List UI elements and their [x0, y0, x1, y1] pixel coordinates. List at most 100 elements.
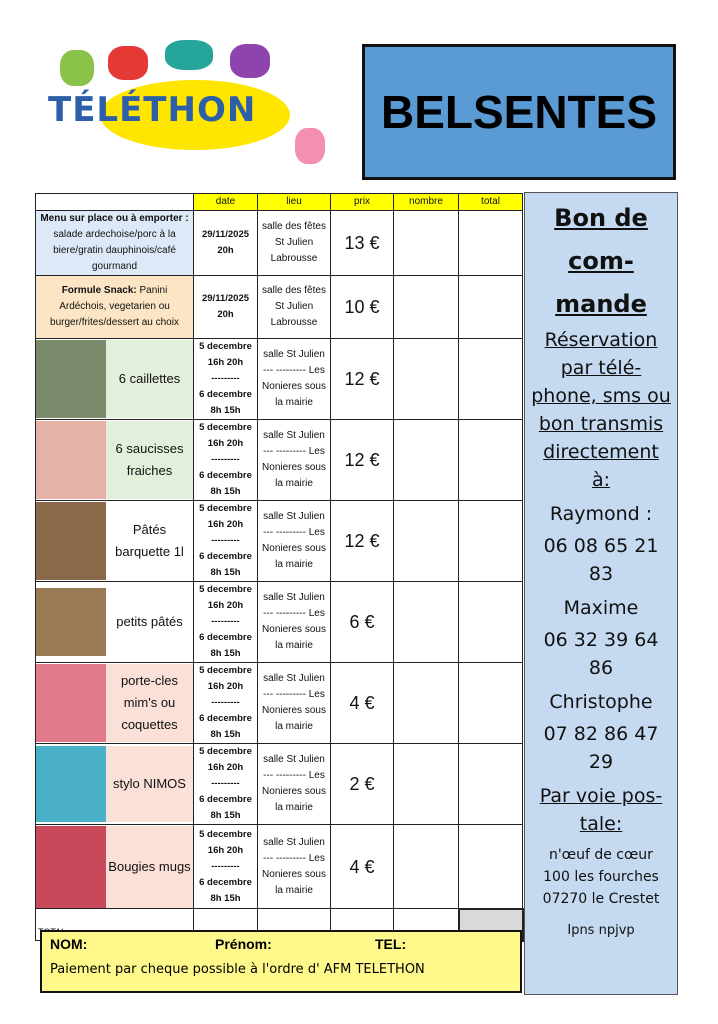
quantity-cell[interactable]: [393, 338, 459, 420]
cell-line: 5 decembre: [199, 746, 252, 757]
cell-line: 8h 15h: [210, 405, 241, 416]
price-cell: 10 €: [330, 275, 394, 339]
cell-line: ---------: [211, 697, 240, 708]
cell-line: 6 decembre: [199, 389, 252, 400]
quantity-cell[interactable]: [393, 662, 459, 744]
date-cell: 29/11/2025 20h: [193, 210, 258, 276]
logo-shape: [165, 40, 213, 70]
cell-line: 8h 15h: [210, 729, 241, 740]
cell-line: ---------: [211, 454, 240, 465]
place-cell: salle St Julien --- --------- Les Nonieres…: [257, 419, 331, 501]
price-cell: 2 €: [330, 743, 394, 825]
column-header: lieu: [257, 193, 331, 211]
cell-line: --- --------- Les: [263, 527, 325, 538]
menu-detail: Panini Ardéchois, vegetarien ou burger/f…: [50, 285, 179, 328]
postal-text: Par voie pos-: [539, 785, 663, 807]
cell-line: St Julien: [274, 301, 314, 312]
date-cell: 5 decembre 16h 20h --------- 6 decembre 8h 1…: [193, 500, 258, 582]
place-cell: salle St Julien --- --------- Les Nonieres…: [257, 581, 331, 663]
table-row: porte-cles mim's ou coquettes 5 decembre…: [35, 662, 523, 744]
date: 29/11/2025: [201, 229, 250, 240]
cell-line: 8h 15h: [210, 648, 241, 659]
total-cell[interactable]: [458, 824, 523, 909]
cell-line: Nonieres sous: [262, 624, 326, 635]
column-header: total: [458, 193, 523, 211]
place-cell: salle St Julien --- --------- Les Nonieres…: [257, 500, 331, 582]
total-cell[interactable]: [458, 210, 523, 276]
order-form-title: mande: [555, 290, 647, 318]
place-cell: salle des fêtes St Julien Labrousse: [257, 210, 331, 276]
total-cell[interactable]: [458, 500, 523, 582]
cell-line: 6 decembre: [199, 470, 252, 481]
quantity-cell[interactable]: [393, 275, 459, 339]
product-label: Bougies mugs: [106, 825, 193, 908]
product-image: [36, 588, 106, 656]
price-cell: 6 €: [330, 581, 394, 663]
date-cell: 5 decembre 16h 20h --------- 6 decembre 8h 1…: [193, 419, 258, 501]
logo-shape: [108, 46, 148, 80]
telethon-logo: TÉLÉTHON: [40, 40, 355, 170]
cell-line: 16h 20h: [207, 681, 244, 692]
total-cell[interactable]: [458, 275, 523, 339]
cell-line: salle des fêtes: [262, 221, 326, 232]
reservation-text: par télé-: [560, 357, 642, 379]
quantity-cell[interactable]: [393, 581, 459, 663]
total-cell[interactable]: [458, 338, 523, 420]
logo-shape: [60, 50, 94, 86]
cell-line: la mairie: [275, 559, 313, 570]
product-label: Pâtés barquette 1l: [106, 502, 193, 580]
cell-line: 16h 20h: [207, 600, 244, 611]
place-cell: salle St Julien --- --------- Les Nonieres…: [257, 662, 331, 744]
address-line: n'œuf de cœur: [549, 847, 653, 863]
place-cell: salle St Julien --- --------- Les Nonieres…: [257, 338, 331, 420]
order-form-title: com-: [568, 247, 634, 275]
tel-label: TEL:: [375, 936, 407, 952]
quantity-cell[interactable]: [393, 500, 459, 582]
cell-line: 8h 15h: [210, 486, 241, 497]
cell-line: 6 decembre: [199, 713, 252, 724]
quantity-cell[interactable]: [393, 419, 459, 501]
cell-line: 16h 20h: [207, 438, 244, 449]
product-image: [36, 340, 106, 418]
quantity-cell[interactable]: [393, 210, 459, 276]
reservation-text: bon transmis: [538, 413, 664, 435]
cell-line: 6 decembre: [199, 632, 252, 643]
total-cell[interactable]: [458, 581, 523, 663]
cell-line: 6 decembre: [199, 794, 252, 805]
menu-description: Formule Snack: Panini Ardéchois, vegetar…: [35, 275, 194, 339]
quantity-cell[interactable]: [393, 743, 459, 825]
cell-line: salle des fêtes: [262, 285, 326, 296]
product-cell: 6 caillettes: [35, 338, 194, 420]
table-row: Formule Snack: Panini Ardéchois, vegetar…: [35, 275, 523, 339]
table-row: Bougies mugs 5 decembre 16h 20h --------- 6…: [35, 824, 523, 909]
date-cell: 5 decembre 16h 20h --------- 6 decembre 8h 1…: [193, 824, 258, 909]
cell-line: 6 decembre: [199, 551, 252, 562]
product-cell: Pâtés barquette 1l: [35, 500, 194, 582]
contact-phone: 06 32 39 64 86: [543, 629, 659, 679]
product-cell: porte-cles mim's ou coquettes: [35, 662, 194, 744]
cell-line: ---------: [211, 860, 240, 872]
product-label: petits pâtés: [106, 588, 193, 656]
product-image: [36, 664, 106, 742]
total-cell[interactable]: [458, 743, 523, 825]
menu-title: Formule Snack:: [61, 285, 137, 296]
cell-line: 16h 20h: [207, 844, 244, 856]
cell-line: Nonieres sous: [262, 381, 326, 392]
cell-line: --- --------- Les: [263, 770, 325, 781]
contact-name: Maxime: [563, 597, 639, 619]
date-cell: 5 decembre 16h 20h --------- 6 decembre 8h 1…: [193, 338, 258, 420]
total-cell[interactable]: [458, 662, 523, 744]
price-cell: 12 €: [330, 338, 394, 420]
place-cell: salle St Julien --- --------- Les Nonieres…: [257, 824, 331, 909]
cell-line: Labrousse: [270, 317, 318, 328]
price-cell: 12 €: [330, 419, 394, 501]
column-header: prix: [330, 193, 394, 211]
reservation-text: à:: [591, 469, 611, 491]
cell-line: salle St Julien: [263, 349, 325, 360]
quantity-cell[interactable]: [393, 824, 459, 909]
product-label: 6 caillettes: [106, 340, 193, 418]
cell-line: 16h 20h: [207, 357, 244, 368]
reservation-text: directement: [543, 441, 659, 463]
total-cell[interactable]: [458, 419, 523, 501]
product-image: [36, 825, 106, 908]
